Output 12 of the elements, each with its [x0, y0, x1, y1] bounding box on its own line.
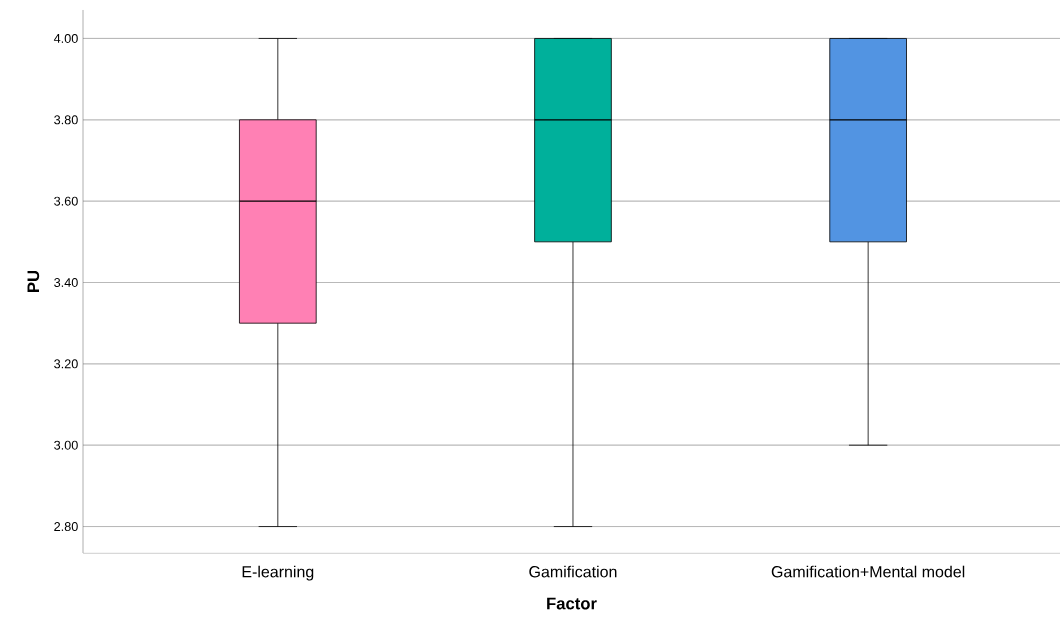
y-tick-label: 2.80 [54, 522, 78, 532]
x-tick-label: Gamification [529, 565, 617, 578]
y-tick-label: 3.80 [54, 115, 78, 125]
y-tick-label: 3.40 [54, 278, 78, 287]
y-axis-title: PU [27, 270, 40, 292]
x-tick-label: Gamification+Mental model [771, 565, 965, 578]
x-axis-title: Factor [547, 597, 597, 610]
x-tick-label: E-learning [242, 565, 314, 581]
y-tick-label: 3.00 [54, 440, 78, 450]
y-tick-label: 3.20 [54, 359, 78, 369]
y-tick-label: 3.60 [54, 196, 78, 206]
y-tick-label: 4.00 [53, 33, 78, 43]
